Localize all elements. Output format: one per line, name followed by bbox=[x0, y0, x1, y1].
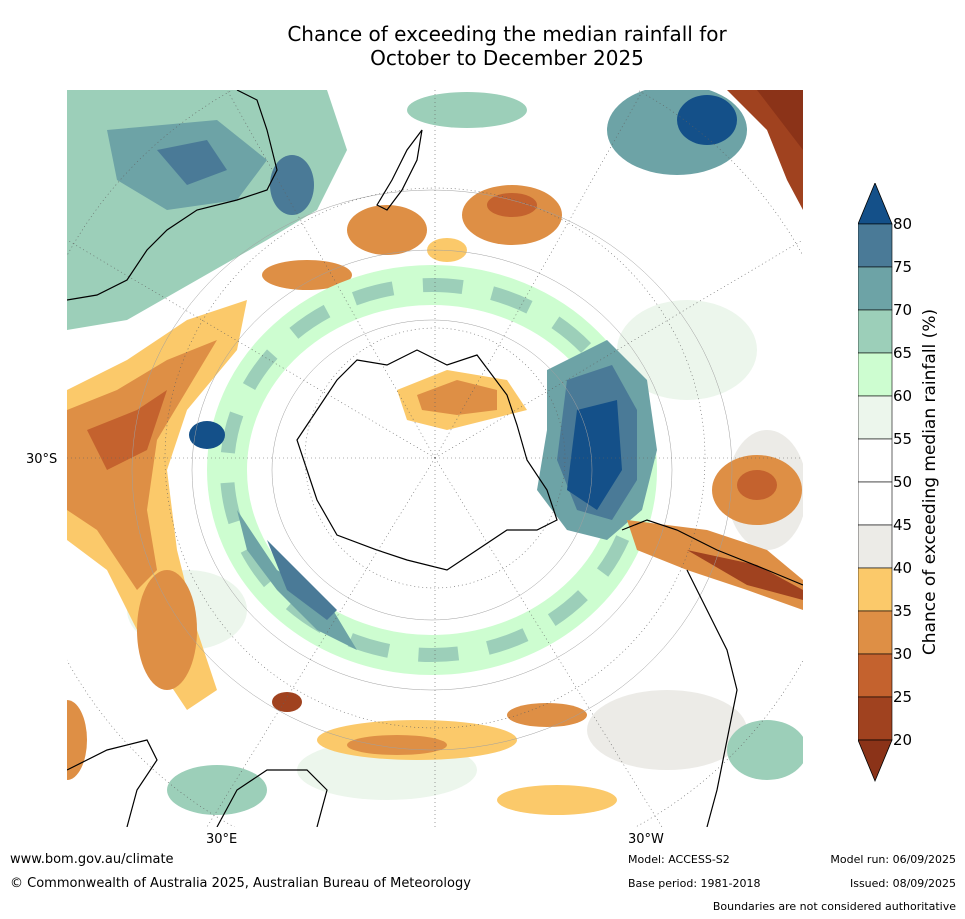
colorbar-segment bbox=[858, 438, 893, 483]
colorbar-tick-label: 55 bbox=[893, 430, 913, 448]
footer-model-run: Model run: 06/09/2025 bbox=[830, 853, 956, 866]
lon-label-30w: 30°W bbox=[628, 832, 664, 847]
coastline-new-zealand bbox=[376, 129, 423, 211]
footer-disclaimer: Boundaries are not considered authoritat… bbox=[712, 900, 956, 913]
footer-base-period: Base period: 1981-2018 bbox=[628, 877, 761, 890]
colorbar-segment bbox=[858, 610, 893, 655]
colorbar-segment bbox=[858, 223, 893, 268]
map-title-line1: Chance of exceeding the median rainfall … bbox=[287, 22, 727, 46]
colorbar-tick-label: 45 bbox=[893, 516, 913, 534]
colorbar-under-arrow bbox=[858, 739, 893, 783]
colorbar-segment bbox=[858, 266, 893, 311]
coastline-africa bbox=[67, 739, 328, 827]
colorbar-segment bbox=[858, 309, 893, 354]
coastline-australia bbox=[67, 90, 278, 301]
colorbar-segment bbox=[858, 524, 893, 569]
dry-region-southeast bbox=[627, 455, 803, 610]
coastlines bbox=[67, 90, 803, 827]
colorbar-tick-label: 20 bbox=[893, 731, 913, 749]
lon-label-30e: 30°E bbox=[206, 832, 238, 847]
footer-model: Model: ACCESS-S2 bbox=[628, 853, 730, 866]
colorbar-segment bbox=[858, 653, 893, 698]
colorbar-tick-label: 30 bbox=[893, 645, 913, 663]
graticule bbox=[67, 90, 803, 827]
dry-arc-west bbox=[67, 300, 247, 780]
contour-lines bbox=[131, 189, 733, 751]
colorbar-segment bbox=[858, 696, 893, 741]
colorbar bbox=[858, 183, 893, 783]
colorbar-tick-label: 40 bbox=[893, 559, 913, 577]
footer-issued: Issued: 08/09/2025 bbox=[849, 877, 956, 890]
colorbar-tick-label: 50 bbox=[893, 473, 913, 491]
rainfall-map[interactable] bbox=[67, 90, 803, 827]
colorbar-segment bbox=[858, 567, 893, 612]
colorbar-tick-label: 60 bbox=[893, 387, 913, 405]
colorbar-tick-label: 75 bbox=[893, 258, 913, 276]
colorbar-tick-label: 35 bbox=[893, 602, 913, 620]
coastline-south-america bbox=[621, 519, 803, 827]
map-svg bbox=[67, 90, 803, 827]
map-title: Chance of exceeding the median rainfall … bbox=[67, 22, 947, 70]
colorbar-over-arrow bbox=[858, 183, 893, 225]
dry-band-south bbox=[272, 692, 617, 815]
colorbar-tick-label: 80 bbox=[893, 215, 913, 233]
footer-copyright: © Commonwealth of Australia 2025, Austra… bbox=[10, 876, 471, 891]
colorbar-tick-label: 70 bbox=[893, 301, 913, 319]
colorbar-tick-label: 65 bbox=[893, 344, 913, 362]
footer-url[interactable]: www.bom.gov.au/climate bbox=[10, 852, 174, 867]
colorbar-segment bbox=[858, 352, 893, 397]
dry-patch-antarctica bbox=[397, 370, 527, 430]
colorbar-label: Chance of exceeding median rainfall (%) bbox=[920, 308, 940, 656]
dry-band-north bbox=[262, 185, 562, 290]
wet-region-east bbox=[537, 340, 657, 540]
coastline-antarctica bbox=[296, 349, 558, 571]
colorbar-tick-label: 25 bbox=[893, 688, 913, 706]
lat-label-30s: 30°S bbox=[26, 452, 58, 467]
wet-region-northwest bbox=[67, 90, 803, 815]
colorbar-segment bbox=[858, 395, 893, 440]
colorbar-segment bbox=[858, 481, 893, 526]
map-title-line2: October to December 2025 bbox=[370, 46, 644, 70]
